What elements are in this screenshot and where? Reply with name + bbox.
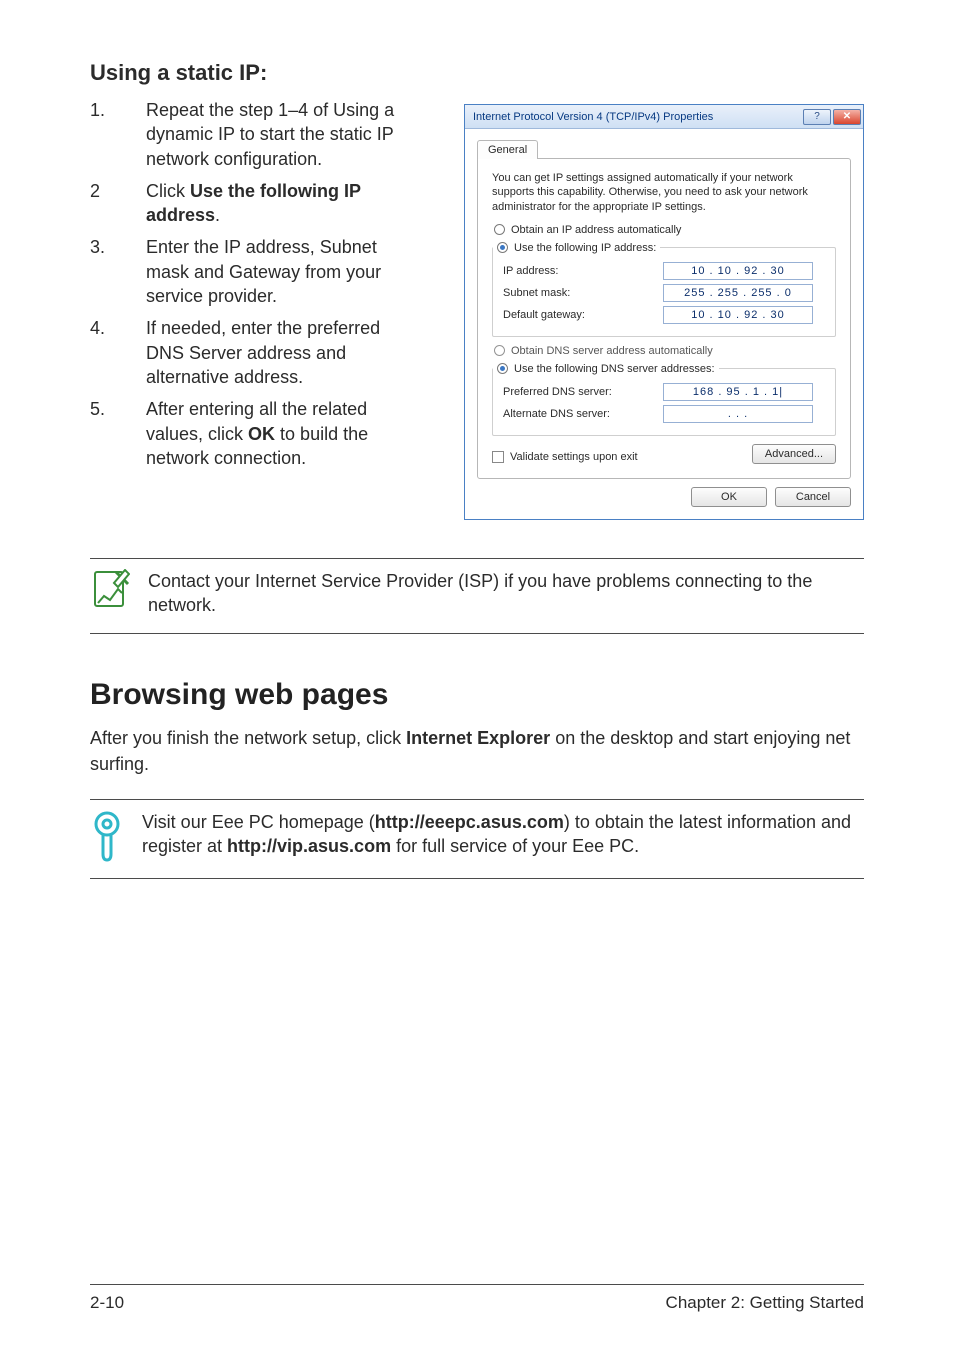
use-ip-radio-row[interactable]: Use the following IP address: [493, 242, 660, 254]
step-item: 1.Repeat the step 1–4 of Using a dynamic… [90, 98, 420, 171]
page-number: 2-10 [90, 1293, 124, 1313]
step-text: After entering all the related values, c… [146, 397, 420, 470]
steps-and-dialog-row: 1.Repeat the step 1–4 of Using a dynamic… [90, 98, 864, 520]
pref-dns-input[interactable]: 168 . 95 . 1 . 1| [663, 383, 813, 401]
gateway-label: Default gateway: [503, 309, 663, 321]
validate-checkbox-row[interactable]: Validate settings upon exit [492, 451, 638, 463]
step-item: 4.If needed, enter the preferred DNS Ser… [90, 316, 420, 389]
step-text: If needed, enter the preferred DNS Serve… [146, 316, 420, 389]
tip-text: Visit our Eee PC homepage (http://eeepc.… [142, 810, 864, 859]
step-number: 5. [90, 397, 146, 470]
dialog-column: Internet Protocol Version 4 (TCP/IPv4) P… [426, 98, 864, 520]
note-callout: Contact your Internet Service Provider (… [90, 558, 864, 635]
alt-dns-row: Alternate DNS server: . . . [503, 405, 825, 423]
general-tab-panel: You can get IP settings assigned automat… [477, 158, 851, 479]
note-icon [90, 569, 130, 609]
browsing-heading: Browsing web pages [90, 678, 864, 712]
step-text: Repeat the step 1–4 of Using a dynamic I… [146, 98, 420, 171]
browsing-paragraph: After you finish the network setup, clic… [90, 726, 864, 776]
cancel-button[interactable]: Cancel [775, 487, 851, 507]
note-text: Contact your Internet Service Provider (… [148, 569, 864, 618]
step-item: 2Click Use the following IP address. [90, 179, 420, 228]
steps-column: 1.Repeat the step 1–4 of Using a dynamic… [90, 98, 420, 520]
obtain-ip-radio-row[interactable]: Obtain an IP address automatically [494, 224, 836, 236]
dialog-titlebar: Internet Protocol Version 4 (TCP/IPv4) P… [465, 105, 863, 129]
dialog-button-row: OK Cancel [477, 487, 851, 507]
advanced-button[interactable]: Advanced... [752, 444, 836, 464]
help-button[interactable]: ? [803, 109, 831, 125]
tip-icon [90, 810, 124, 862]
gateway-row: Default gateway: 10 . 10 . 92 . 30 [503, 306, 825, 324]
tip-callout: Visit our Eee PC homepage (http://eeepc.… [90, 799, 864, 879]
use-ip-radio[interactable] [497, 242, 508, 253]
step-text: Enter the IP address, Subnet mask and Ga… [146, 235, 420, 308]
ip-address-input[interactable]: 10 . 10 . 92 . 30 [663, 262, 813, 280]
dialog-description: You can get IP settings assigned automat… [492, 171, 836, 214]
validate-checkbox[interactable] [492, 451, 504, 463]
step-item: 3.Enter the IP address, Subnet mask and … [90, 235, 420, 308]
step-item: 5.After entering all the related values,… [90, 397, 420, 470]
ok-button[interactable]: OK [691, 487, 767, 507]
close-button[interactable]: ✕ [833, 109, 861, 125]
page-footer: 2-10 Chapter 2: Getting Started [90, 1284, 864, 1313]
ipv4-properties-dialog: Internet Protocol Version 4 (TCP/IPv4) P… [464, 104, 864, 520]
obtain-ip-label: Obtain an IP address automatically [511, 224, 681, 236]
static-ip-heading: Using a static IP: [90, 60, 864, 86]
step-text: Click Use the following IP address. [146, 179, 420, 228]
obtain-dns-radio[interactable] [494, 345, 505, 356]
alt-dns-input[interactable]: . . . [663, 405, 813, 423]
step-number: 1. [90, 98, 146, 171]
step-number: 2 [90, 179, 146, 228]
step-number: 4. [90, 316, 146, 389]
use-dns-radio-row[interactable]: Use the following DNS server addresses: [493, 363, 719, 375]
dialog-title: Internet Protocol Version 4 (TCP/IPv4) P… [473, 111, 803, 123]
dialog-body: General You can get IP settings assigned… [465, 129, 863, 519]
pref-dns-label: Preferred DNS server: [503, 386, 663, 398]
use-dns-group: Use the following DNS server addresses: … [492, 363, 836, 436]
obtain-ip-radio[interactable] [494, 224, 505, 235]
subnet-input[interactable]: 255 . 255 . 255 . 0 [663, 284, 813, 302]
ip-address-label: IP address: [503, 265, 663, 277]
gateway-input[interactable]: 10 . 10 . 92 . 30 [663, 306, 813, 324]
chapter-label: Chapter 2: Getting Started [666, 1293, 864, 1313]
obtain-dns-label: Obtain DNS server address automatically [511, 345, 713, 357]
use-dns-radio[interactable] [497, 363, 508, 374]
obtain-dns-radio-row[interactable]: Obtain DNS server address automatically [494, 345, 836, 357]
general-tab[interactable]: General [477, 140, 538, 159]
titlebar-buttons: ? ✕ [803, 109, 861, 125]
subnet-row: Subnet mask: 255 . 255 . 255 . 0 [503, 284, 825, 302]
use-ip-group: Use the following IP address: IP address… [492, 242, 836, 337]
pref-dns-row: Preferred DNS server: 168 . 95 . 1 . 1| [503, 383, 825, 401]
alt-dns-label: Alternate DNS server: [503, 408, 663, 420]
use-dns-label: Use the following DNS server addresses: [514, 363, 715, 375]
validate-label: Validate settings upon exit [510, 451, 638, 463]
use-ip-label: Use the following IP address: [514, 242, 656, 254]
steps-list: 1.Repeat the step 1–4 of Using a dynamic… [90, 98, 420, 470]
subnet-label: Subnet mask: [503, 287, 663, 299]
step-number: 3. [90, 235, 146, 308]
ip-address-row: IP address: 10 . 10 . 92 . 30 [503, 262, 825, 280]
